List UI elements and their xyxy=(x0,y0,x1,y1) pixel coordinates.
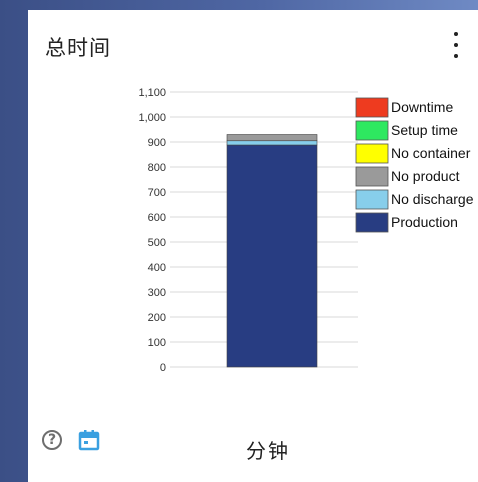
legend-label: Setup time xyxy=(391,122,458,138)
total-time-card: 总时间 0 100 200 300 400 500 600 700 800 900 1,000 1,1… xyxy=(28,10,478,482)
y-tick-label: 300 xyxy=(148,287,166,299)
bar-segment xyxy=(226,134,318,142)
bar-segment xyxy=(226,140,318,146)
y-tick-label: 0 xyxy=(160,362,166,374)
chart-svg: 0 100 200 300 400 500 600 700 800 900 1,000 1,100 Do… xyxy=(138,87,473,374)
more-options-icon[interactable] xyxy=(452,32,460,58)
legend-label: Downtime xyxy=(391,99,453,115)
legend-label: No discharge xyxy=(391,191,474,207)
legend-label: Production xyxy=(391,214,458,230)
y-tick-label: 1,000 xyxy=(138,112,166,124)
legend-swatch xyxy=(355,97,389,118)
unit-label: 分钟 xyxy=(246,439,290,463)
legend-label: No container xyxy=(391,145,471,161)
y-tick-label: 600 xyxy=(148,212,166,224)
stacked-bar-chart: 0 100 200 300 400 500 600 700 800 900 1,000 1,100 Do… xyxy=(118,84,473,384)
legend-swatch xyxy=(355,212,389,233)
legend-label: No product xyxy=(391,168,460,184)
y-tick-label: 200 xyxy=(148,312,166,324)
help-icon[interactable]: ? xyxy=(42,430,62,450)
legend-swatch xyxy=(355,120,389,141)
legend-swatch xyxy=(355,166,389,187)
legend-swatch xyxy=(355,143,389,164)
y-tick-label: 1,100 xyxy=(138,87,166,99)
bar-segment xyxy=(226,144,318,368)
help-glyph: ? xyxy=(47,432,57,448)
y-tick-label: 800 xyxy=(148,162,166,174)
y-tick-label: 500 xyxy=(148,237,166,249)
card-title: 总时间 xyxy=(45,36,111,60)
y-tick-label: 100 xyxy=(148,337,166,349)
y-tick-label: 900 xyxy=(148,137,166,149)
y-tick-label: 400 xyxy=(148,262,166,274)
legend-swatch xyxy=(355,189,389,210)
y-tick-label: 700 xyxy=(148,187,166,199)
calendar-icon[interactable] xyxy=(78,429,100,451)
